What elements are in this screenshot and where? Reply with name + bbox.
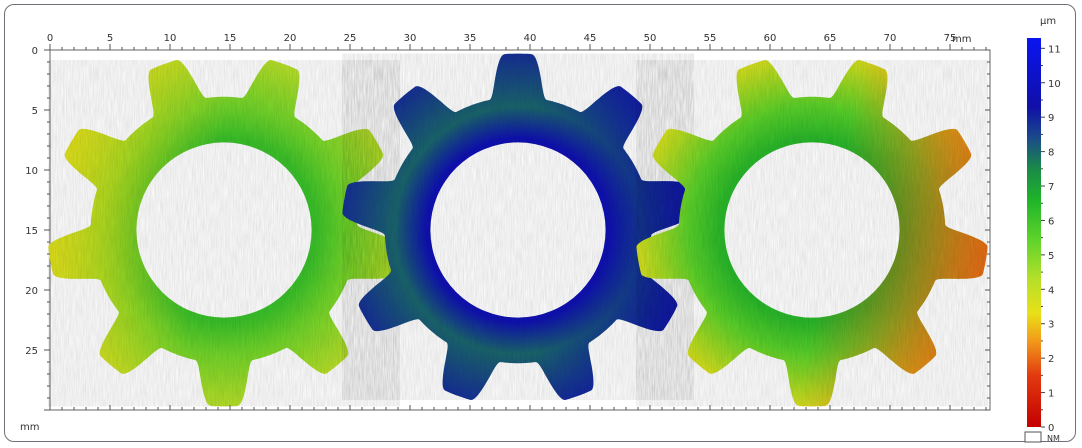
colorbar-ticks: 0 1 2 3 4 5 6 7 8 9 10 11	[1041, 44, 1061, 434]
y-tick-label: 15	[25, 226, 38, 237]
colorbar-gradient	[1027, 38, 1041, 427]
x-tick-label: 50	[644, 33, 657, 44]
gear-1	[48, 60, 400, 407]
y-tick-label: 20	[25, 286, 38, 297]
gear-texture	[636, 60, 988, 407]
y-tick-label: 5	[32, 106, 38, 117]
gear-texture	[48, 60, 400, 407]
x-tick-label: 40	[524, 33, 537, 44]
colorbar: µm 0 1 2 3 4 5 6 7 8 9 10 11 NM	[1024, 16, 1061, 443]
x-axis: 0 5 10 15 20 25 30 35 40 45 50 55 60 65 70 75	[47, 33, 987, 410]
y-tick-label: 10	[25, 166, 38, 177]
x-tick-label: 60	[764, 33, 777, 44]
x-tick-label: 45	[584, 33, 597, 44]
colorbar-tick-label: 9	[1048, 113, 1054, 124]
colorbar-tick-label: 5	[1048, 251, 1054, 262]
colorbar-tick-label: 11	[1048, 44, 1061, 55]
colorbar-tick-label: 2	[1048, 354, 1054, 365]
x-tick-label: 70	[884, 33, 897, 44]
colorbar-unit-label: µm	[1040, 16, 1056, 27]
colorbar-tick-label: 1	[1048, 389, 1054, 400]
x-tick-label: 65	[824, 33, 837, 44]
x-tick-label: 55	[704, 33, 717, 44]
x-axis-unit-label: mm	[952, 34, 971, 45]
x-tick-label: 25	[344, 33, 357, 44]
chart-frame	[4, 4, 1076, 442]
colorbar-tick-label: 7	[1048, 182, 1054, 193]
y-tick-label: 25	[25, 346, 38, 357]
colorbar-tick-label: 6	[1048, 216, 1054, 227]
x-tick-label: 10	[164, 33, 177, 44]
colorbar-tick-label: 0	[1048, 423, 1054, 434]
x-tick-label: 5	[107, 33, 113, 44]
colorbar-tick-label: 10	[1048, 79, 1061, 90]
gear-3	[636, 60, 988, 407]
y-tick-label: 0	[32, 46, 38, 57]
nm-label: NM	[1047, 434, 1060, 443]
colorbar-tick-label: 8	[1048, 148, 1054, 159]
x-tick-label: 0	[47, 33, 53, 44]
x-tick-label: 35	[464, 33, 477, 44]
colorbar-tick-label: 3	[1048, 320, 1054, 331]
gear-surfaces	[48, 53, 988, 407]
x-tick-label: 20	[284, 33, 297, 44]
y-axis: 0 5 10 15 20 25	[25, 46, 990, 411]
x-tick-label: 15	[224, 33, 237, 44]
y-axis-unit-label: mm	[20, 422, 39, 433]
gear-2	[342, 53, 694, 400]
gear-texture	[342, 53, 694, 400]
x-tick-label: 75	[944, 33, 957, 44]
nm-swatch	[1024, 431, 1042, 443]
x-tick-label: 30	[404, 33, 417, 44]
colorbar-tick-label: 4	[1048, 285, 1054, 296]
